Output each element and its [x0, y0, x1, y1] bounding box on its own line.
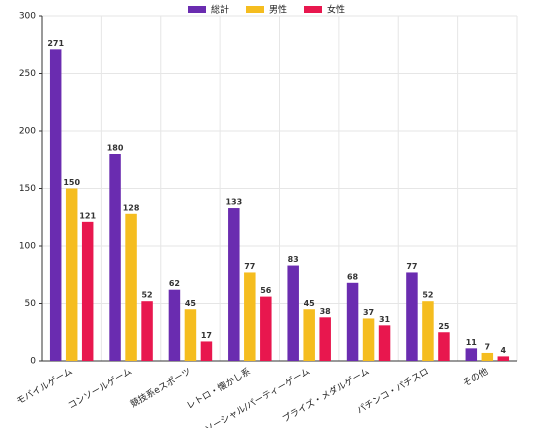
legend-label: 総計 [211, 4, 229, 16]
bar [481, 352, 494, 361]
value-label: 4 [501, 346, 507, 355]
y-tick-label: 50 [25, 299, 37, 309]
value-label: 52 [422, 291, 433, 300]
y-tick-label: 250 [19, 69, 36, 79]
value-label: 180 [107, 144, 124, 153]
bar [438, 332, 450, 361]
value-label: 150 [63, 178, 80, 187]
bar [346, 282, 359, 361]
value-label: 45 [304, 299, 316, 308]
bar [465, 348, 478, 361]
value-label: 11 [466, 338, 478, 347]
legend-swatch [304, 6, 322, 13]
value-label: 121 [79, 211, 96, 220]
bar [125, 213, 137, 361]
legend-swatch [246, 6, 264, 13]
x-tick-label: その他 [461, 365, 490, 389]
value-label: 83 [288, 255, 299, 264]
legend-label: 女性 [327, 4, 345, 16]
bar [168, 289, 181, 361]
value-label: 7 [485, 342, 491, 351]
bar [319, 317, 331, 361]
bar [65, 188, 78, 361]
bar [497, 356, 510, 361]
legend-label: 男性 [269, 4, 287, 16]
value-label: 25 [438, 322, 450, 331]
bar [184, 309, 197, 361]
value-label: 45 [185, 299, 197, 308]
bar [406, 272, 418, 361]
value-label: 56 [260, 286, 272, 295]
bar [378, 325, 391, 361]
y-tick-label: 200 [19, 127, 36, 137]
x-tick-label: コンソールゲーム [66, 365, 134, 411]
value-label: 68 [347, 272, 359, 281]
bar [244, 272, 256, 361]
bar [287, 265, 299, 361]
bar [200, 341, 213, 361]
legend-swatch [188, 6, 206, 13]
value-label: 77 [406, 262, 417, 271]
bar [141, 301, 153, 361]
y-tick-label: 100 [19, 242, 36, 252]
value-label: 128 [123, 203, 140, 212]
y-tick-label: 150 [19, 184, 36, 194]
bar [362, 318, 375, 361]
y-tick-label: 300 [19, 12, 36, 22]
value-label: 37 [363, 308, 374, 317]
y-tick-label: 0 [30, 357, 36, 367]
bar [81, 221, 94, 361]
x-tick-label: モバイルゲーム [14, 365, 74, 407]
value-label: 38 [320, 307, 332, 316]
bar [109, 154, 121, 361]
value-label: 271 [47, 39, 64, 48]
bar [260, 296, 272, 361]
value-label: 62 [169, 279, 180, 288]
bar [303, 309, 315, 361]
value-label: 77 [244, 262, 255, 271]
value-label: 17 [201, 331, 212, 340]
bar [422, 301, 434, 361]
bar [49, 49, 62, 361]
bar [228, 208, 240, 361]
x-tick-label: 競技系eスポーツ [128, 365, 193, 410]
value-label: 133 [225, 198, 242, 207]
value-label: 31 [379, 315, 391, 324]
value-label: 52 [141, 291, 152, 300]
